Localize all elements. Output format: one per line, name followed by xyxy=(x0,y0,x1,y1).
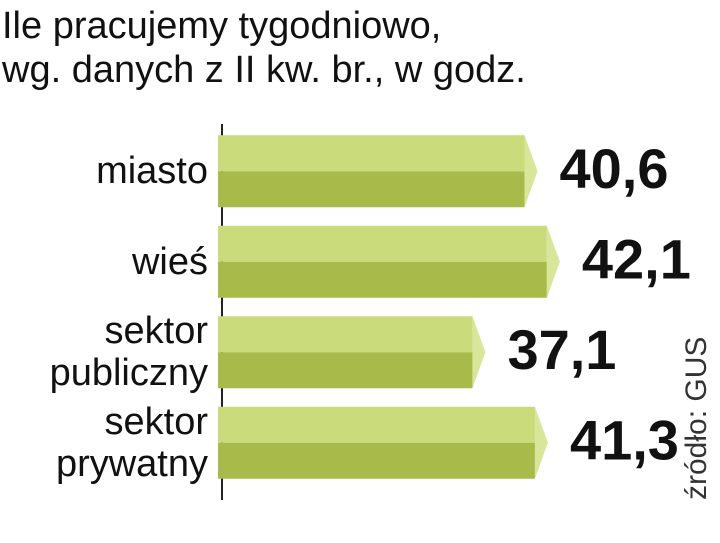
bar-bottom xyxy=(218,352,473,389)
category-label: miasto xyxy=(96,150,208,193)
source: źródło: GUS xyxy=(680,337,713,500)
chart-subtitle: wg. danych z II kw. br., w godz. xyxy=(2,49,526,91)
bar-tip xyxy=(524,135,538,208)
bar-top xyxy=(218,406,535,443)
bar-tip xyxy=(472,316,486,389)
bar-tip xyxy=(546,225,560,298)
chart-title: Ile pracujemy tygodniowo, xyxy=(2,5,442,47)
value-label: 41,3 xyxy=(570,409,679,472)
bar-top xyxy=(218,225,547,262)
category-label: sektor prywatny xyxy=(55,400,208,485)
category-label: wieś xyxy=(131,240,208,283)
category-label: sektor publiczny xyxy=(49,310,208,395)
bar-bottom xyxy=(218,442,535,479)
value-label: 42,1 xyxy=(582,228,691,291)
value-label: 37,1 xyxy=(507,318,616,381)
bar-top xyxy=(218,135,525,172)
bar-top xyxy=(218,316,473,353)
value-label: 40,6 xyxy=(560,137,669,200)
bar-bottom xyxy=(218,261,547,298)
bar-bottom xyxy=(218,171,525,208)
bar-tip xyxy=(534,406,548,479)
